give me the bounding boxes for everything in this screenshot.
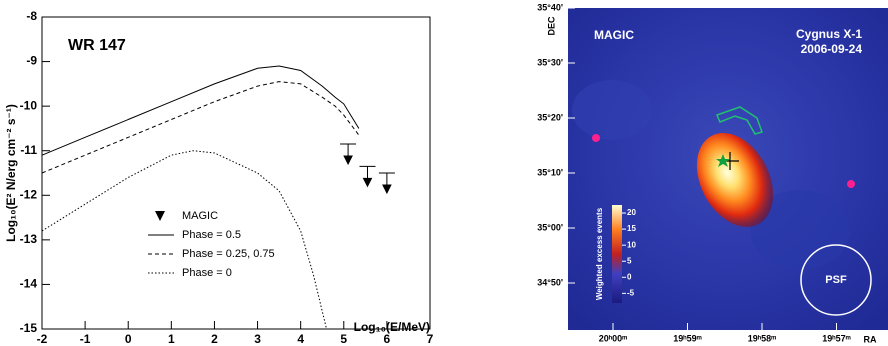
- x-tick-label: 6: [384, 332, 391, 346]
- x-tick-label: 4: [297, 332, 304, 346]
- legend-label: Phase = 0.25, 0.75: [182, 248, 275, 260]
- y-axis-label: DEC: [546, 16, 556, 36]
- date: 2006-09-24: [801, 42, 863, 56]
- x-tick-label: 3: [254, 332, 261, 346]
- y-tick-label: 34°50': [537, 277, 563, 287]
- x-tick-label: 7: [427, 332, 434, 346]
- upper-limit: [379, 173, 395, 193]
- legend-label: Phase = 0.5: [182, 229, 241, 241]
- y-tick-label: 35°40': [537, 2, 563, 12]
- legend-label: MAGIC: [182, 210, 218, 222]
- upper-limit: [359, 166, 375, 186]
- map-shade: [572, 80, 652, 140]
- colorbar-tick-label: 0: [627, 272, 632, 281]
- y-tick-label: -13: [20, 232, 38, 246]
- x-tick-label: -2: [37, 332, 48, 346]
- x-tick-label: 19ʰ59ᵐ: [673, 333, 701, 343]
- y-tick-label: -12: [20, 187, 38, 201]
- colorbar-tick-label: 5: [627, 256, 632, 265]
- legend-marker: [155, 211, 165, 221]
- instrument: MAGIC: [594, 28, 634, 42]
- upper-limit: [340, 144, 356, 164]
- y-tick-label: 35°20': [537, 112, 563, 122]
- psf-label: PSF: [825, 274, 847, 286]
- legend-label: Phase = 0: [182, 267, 232, 279]
- x-tick-label: 5: [340, 332, 347, 346]
- source-marker: [592, 134, 600, 142]
- x-tick-label: 20ʰ00ᵐ: [599, 333, 627, 343]
- x-tick-label: 2: [211, 332, 218, 346]
- colorbar-tick-label: -5: [627, 288, 635, 297]
- series-line: [42, 82, 359, 173]
- x-tick-label: 19ʰ57ᵐ: [822, 333, 850, 343]
- x-tick-label: 1: [168, 332, 175, 346]
- x-tick-label: 19ʰ58ᵐ: [748, 333, 776, 343]
- x-axis-label: RA: [864, 334, 877, 344]
- colorbar-tick-label: 15: [627, 224, 636, 233]
- colorbar-tick-label: 20: [627, 208, 636, 217]
- y-tick-label: -9: [26, 54, 37, 68]
- y-tick-label: 35°10': [537, 167, 563, 177]
- y-tick-label: -8: [26, 9, 37, 23]
- y-tick-label: 35°30': [537, 57, 563, 67]
- sky-map: PSF MAGIC Cygnus X-1 2006-09-24 Weighted…: [568, 8, 888, 330]
- series-line: [42, 66, 359, 155]
- plot-frame: [42, 17, 430, 329]
- y-tick-label: 35°00': [537, 222, 563, 232]
- y-tick-label: -11: [20, 143, 37, 157]
- source-name: Cygnus X-1: [796, 27, 862, 41]
- colorbar: [612, 205, 622, 303]
- y-tick-label: -10: [20, 98, 38, 112]
- colorbar-label: Weighted excess events: [595, 207, 604, 300]
- source-marker: [847, 180, 855, 188]
- chart-title: WR 147: [68, 37, 126, 54]
- y-tick-label: -14: [20, 277, 38, 291]
- x-axis-label: Log₁₀(E/MeV): [354, 320, 430, 334]
- y-axis-label: Log₁₀(E² N/erg cm⁻² s⁻¹): [4, 104, 18, 242]
- colorbar-tick-label: 10: [627, 240, 636, 249]
- x-tick-label: -1: [80, 332, 91, 346]
- x-tick-label: 0: [125, 332, 132, 346]
- figure: PSF MAGIC Cygnus X-1 2006-09-24 Weighted…: [0, 0, 888, 346]
- y-tick-label: -15: [20, 321, 38, 335]
